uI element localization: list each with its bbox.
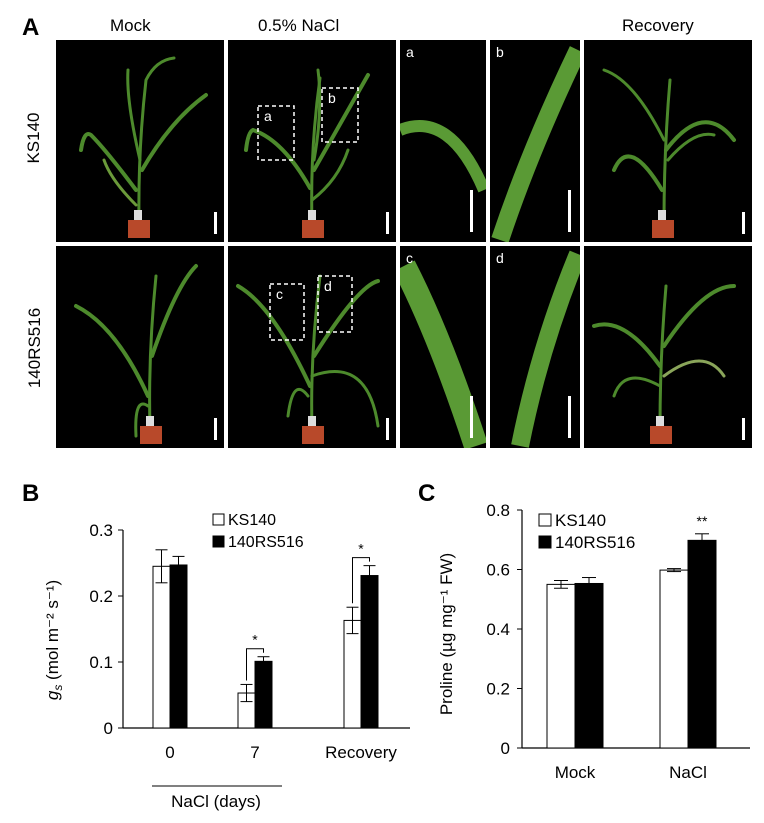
plant-image [592,284,745,444]
y-tick-label: 0 [104,719,113,738]
photo-inset-d: d [490,246,580,448]
photo-ks140-recovery [584,40,752,242]
significance-label: * [252,632,258,648]
column-header-nacl: 0.5% NaCl [258,16,340,35]
significance-label: ** [697,513,708,529]
x-tick-label: Recovery [325,743,397,762]
bar-140rs516-mock [574,582,604,749]
inset-label-c-box: c [276,286,283,302]
chart-b: * * 0 0.1 0.2 0.3 0 7 Recovery gs (mol m⁻² s⁻¹)… [43,512,410,811]
bar-140rs516-recovery [360,575,379,729]
photo-ks140-nacl: a b [228,40,396,242]
x-tick-label: 0 [165,743,174,762]
plant-image [602,68,745,238]
photo-140rs516-nacl: c d [228,246,396,448]
significance-bracket [246,648,264,681]
chart-c: ** 0 0.2 0.4 0.6 0.8 Mock NaCl Proline (µg mg⁻… [437,501,750,782]
inset-label-d: d [496,250,504,266]
legend: KS140 140RS516 [538,511,635,552]
photo-140rs516-mock [56,246,224,448]
y-axis-label: Proline (µg mg⁻¹ FW) [437,553,456,715]
bar-ks140-0 [152,565,171,729]
x-tick-label: 7 [250,743,259,762]
y-tick-label: 0.3 [89,521,113,540]
legend-swatch [212,513,225,526]
panel-c-letter: C [418,480,436,507]
legend-swatch [212,535,225,548]
plant-image [236,274,389,444]
bar-140rs516-nacl [687,539,717,749]
bar-ks140-nacl [659,569,689,749]
y-tick-label: 0.4 [486,620,510,639]
y-tick-label: 0 [501,739,510,758]
photo-inset-b: b [490,40,580,242]
leaf-closeup [511,250,580,448]
x-tick-label: NaCl [669,763,707,782]
inset-label-a-box: a [264,108,272,124]
inset-label-b: b [496,44,504,60]
y-tick-label: 0.8 [486,501,510,520]
significance-label: * [358,541,364,557]
bar-ks140-recovery [343,619,362,729]
legend-swatch [538,535,552,549]
legend-label: KS140 [228,512,276,529]
inset-label-c: c [406,250,413,266]
inset-label-b-box: b [328,90,336,106]
bar-140rs516-0 [169,564,188,729]
row-label-140rs516: 140RS516 [25,307,44,389]
legend-label: KS140 [555,511,606,530]
leaf-closeup [400,120,486,232]
y-tick-label: 0.2 [486,680,510,699]
y-tick-label: 0.6 [486,561,510,580]
inset-label-d-box: d [324,278,332,294]
plant-image [74,264,217,444]
leaf-closeup [491,46,580,242]
photo-inset-c: c [400,246,486,448]
plant-image [244,68,389,238]
inset-label-a: a [406,44,414,60]
legend-swatch [538,513,552,527]
photo-140rs516-recovery [584,246,752,448]
panel-a-letter: A [22,14,40,41]
y-tick-label: 0.1 [89,653,113,672]
y-axis-label: gs (mol m⁻² s⁻¹) [43,580,65,700]
photo-ks140-mock [56,40,224,242]
legend-label: 140RS516 [228,534,304,551]
panel-b-letter: B [22,480,40,507]
bar-140rs516-7 [254,660,273,729]
column-header-recovery: Recovery [622,16,694,35]
plant-image [79,56,217,238]
column-header-mock: Mock [110,16,151,35]
x-tick-label: Mock [555,763,596,782]
x-axis-label: NaCl (days) [171,792,261,811]
legend-label: 140RS516 [555,533,635,552]
y-tick-label: 0.2 [89,587,113,606]
significance-bracket [352,557,370,604]
bar-ks140-mock [546,583,576,749]
row-label-ks140: KS140 [24,112,43,164]
photo-inset-a: a [400,40,486,242]
leaf-closeup [400,260,486,448]
legend: KS140 140RS516 [212,512,304,551]
